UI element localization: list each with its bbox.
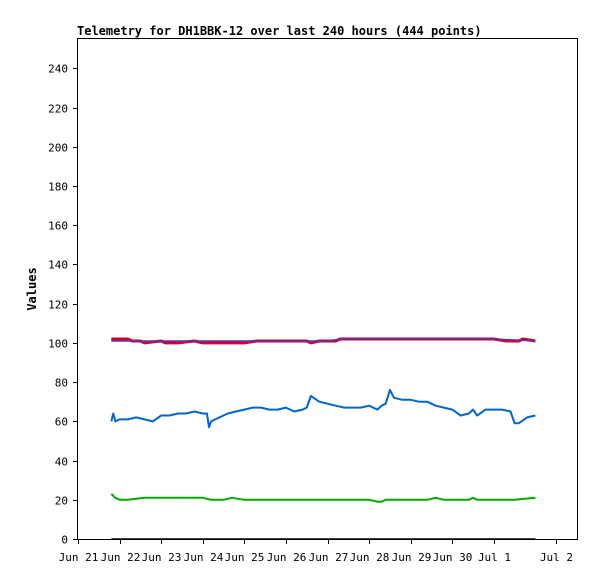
y-tick-label: 60 xyxy=(55,416,68,429)
y-tick-label: 200 xyxy=(48,142,68,155)
y-tick-label: 240 xyxy=(48,63,68,76)
x-tick-label: Jun 27 xyxy=(309,551,349,564)
x-tick-label: Jul 2 xyxy=(540,551,573,564)
y-tick-label: 160 xyxy=(48,220,68,233)
y-tick-label: 100 xyxy=(48,338,68,351)
y-tick-label: 180 xyxy=(48,181,68,194)
plot-area-frame xyxy=(77,38,578,540)
x-tick-label: Jun 25 xyxy=(225,551,265,564)
y-tick-label: 40 xyxy=(55,456,68,469)
y-axis: 0 20 40 60 80 100 120 140 160 180 200 220 240 xyxy=(48,63,78,547)
y-tick-label: 20 xyxy=(55,495,68,508)
series-line-3 xyxy=(110,389,536,429)
y-axis-label: Values xyxy=(25,267,39,310)
x-tick-label: Jun 24 xyxy=(184,551,224,564)
x-tick-label: Jun 26 xyxy=(267,551,307,564)
series-layer xyxy=(110,337,536,540)
x-tick-label: Jun 30 xyxy=(433,551,473,564)
y-tick-label: 120 xyxy=(48,299,68,312)
x-tick-label: Jun 21 xyxy=(59,551,99,564)
y-tick-label: 0 xyxy=(61,534,68,547)
x-tick-label: Jun 29 xyxy=(392,551,432,564)
chart-title: Telemetry for DH1BBK-12 over last 240 ho… xyxy=(77,24,482,38)
series-line-4 xyxy=(110,493,536,503)
y-tick-label: 220 xyxy=(48,103,68,116)
y-tick-label: 140 xyxy=(48,259,68,272)
x-tick-label: Jun 28 xyxy=(350,551,390,564)
x-tick-label: Jun 22 xyxy=(101,551,141,564)
series-line-2 xyxy=(111,338,536,342)
x-axis: Jun 21 Jun 22 Jun 23 Jun 24 Jun 25 Jun 26 Jun … xyxy=(59,539,573,564)
x-tick-label: Jul 1 xyxy=(478,551,511,564)
x-tick-label: Jun 23 xyxy=(142,551,182,564)
y-tick-label: 80 xyxy=(55,377,68,390)
